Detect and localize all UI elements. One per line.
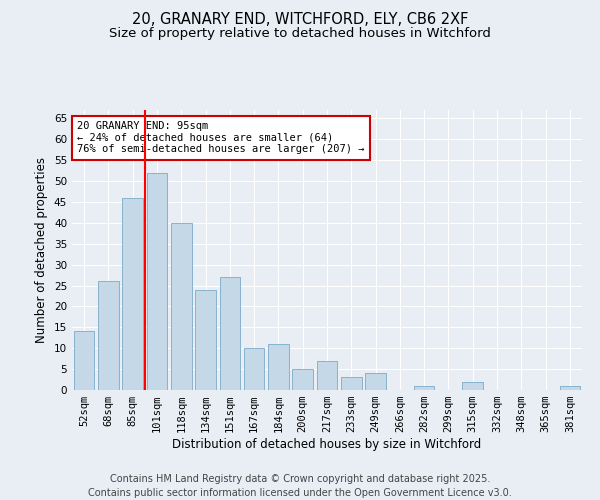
Bar xyxy=(146,172,167,390)
X-axis label: Distribution of detached houses by size in Witchford: Distribution of detached houses by size … xyxy=(172,438,482,451)
Bar xyxy=(74,332,94,390)
Bar xyxy=(414,386,434,390)
Bar xyxy=(98,282,119,390)
Bar xyxy=(560,386,580,390)
Bar xyxy=(220,277,240,390)
Bar xyxy=(244,348,265,390)
Bar xyxy=(341,378,362,390)
Bar xyxy=(195,290,216,390)
Text: Size of property relative to detached houses in Witchford: Size of property relative to detached ho… xyxy=(109,28,491,40)
Bar xyxy=(365,374,386,390)
Text: Contains HM Land Registry data © Crown copyright and database right 2025.
Contai: Contains HM Land Registry data © Crown c… xyxy=(88,474,512,498)
Bar xyxy=(268,344,289,390)
Text: 20, GRANARY END, WITCHFORD, ELY, CB6 2XF: 20, GRANARY END, WITCHFORD, ELY, CB6 2XF xyxy=(132,12,468,28)
Y-axis label: Number of detached properties: Number of detached properties xyxy=(35,157,49,343)
Text: 20 GRANARY END: 95sqm
← 24% of detached houses are smaller (64)
76% of semi-deta: 20 GRANARY END: 95sqm ← 24% of detached … xyxy=(77,121,365,154)
Bar xyxy=(463,382,483,390)
Bar xyxy=(292,369,313,390)
Bar xyxy=(317,360,337,390)
Bar xyxy=(171,223,191,390)
Bar xyxy=(122,198,143,390)
